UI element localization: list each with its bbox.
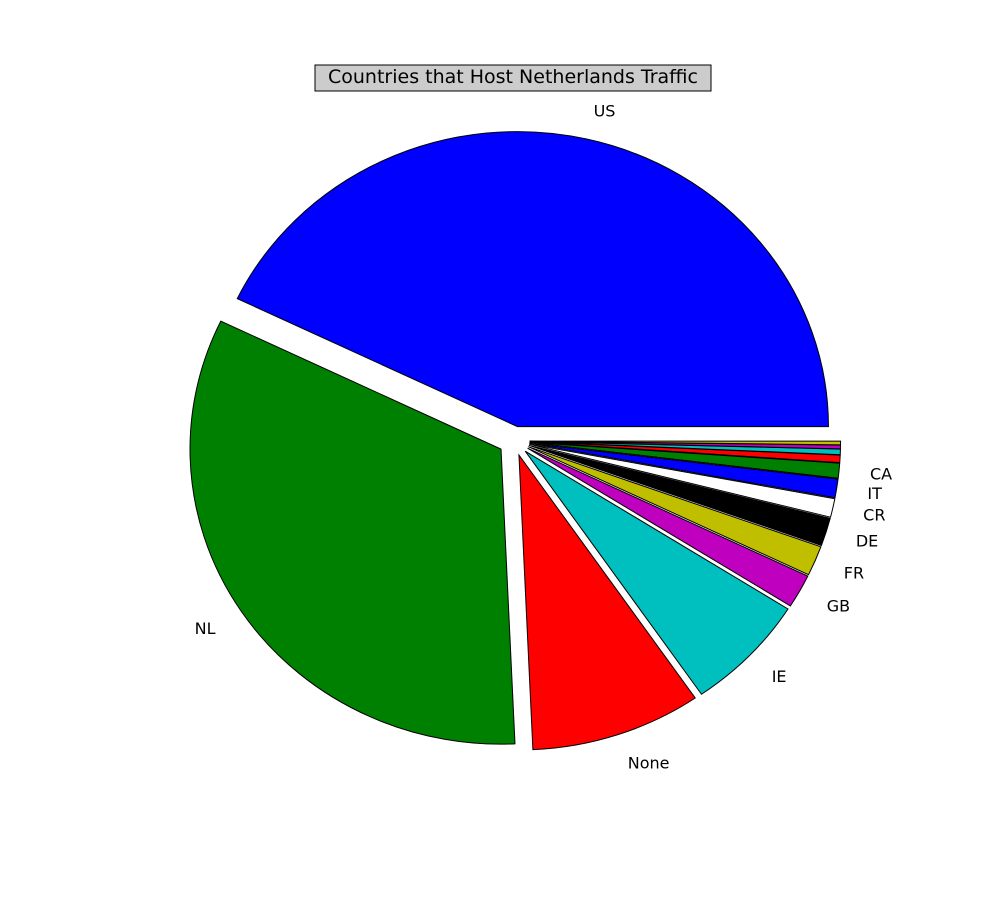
pie-label-cr: CR bbox=[863, 505, 885, 524]
pie-slices bbox=[189, 131, 842, 751]
pie-slice-cr bbox=[529, 443, 836, 518]
pie-label-none: None bbox=[628, 754, 670, 773]
pie-slice-it bbox=[529, 442, 839, 499]
pie-label-us: US bbox=[594, 101, 616, 120]
pie-slice-ie bbox=[524, 450, 789, 695]
chart-title: Countries that Host Netherlands Traffic bbox=[328, 66, 698, 88]
pie-label-nl: NL bbox=[195, 619, 216, 638]
pie-label-it: IT bbox=[867, 484, 882, 503]
chart-title-background bbox=[314, 64, 712, 92]
pie-label-de: DE bbox=[856, 532, 878, 551]
pie-slice-gb bbox=[527, 447, 809, 607]
pie-slice-us bbox=[236, 131, 829, 428]
pie-slice-small-13 bbox=[529, 440, 842, 446]
pie-slice-nl bbox=[189, 320, 516, 745]
pie-slice-de bbox=[528, 444, 831, 547]
chart-title-box: Countries that Host Netherlands Traffic bbox=[314, 64, 712, 92]
pie-slice-ca bbox=[529, 441, 841, 479]
pie-slice-none bbox=[518, 453, 696, 751]
pie-label-ie: IE bbox=[772, 667, 787, 686]
pie-label-gb: GB bbox=[827, 597, 850, 616]
pie-slice-fr bbox=[528, 446, 822, 576]
pie-label-fr: FR bbox=[844, 563, 864, 582]
pie-label-ca: CA bbox=[870, 465, 892, 484]
